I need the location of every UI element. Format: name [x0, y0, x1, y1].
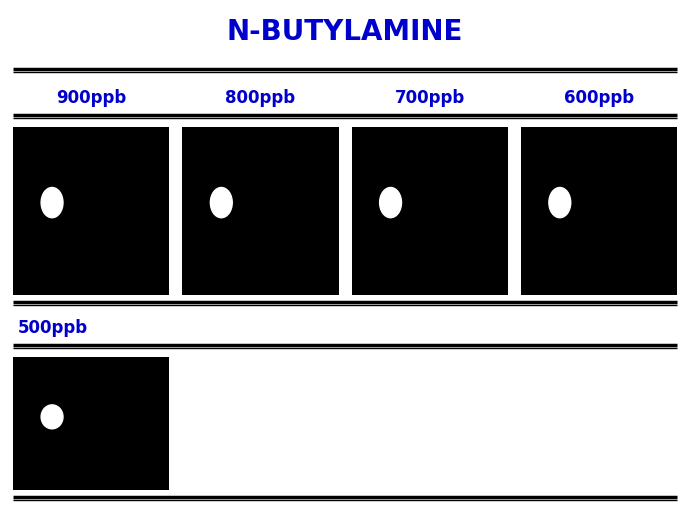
Ellipse shape — [549, 188, 571, 217]
Ellipse shape — [210, 188, 233, 217]
Bar — [351, 127, 508, 295]
Text: 600ppb: 600ppb — [564, 89, 634, 107]
Bar — [13, 127, 169, 295]
Ellipse shape — [41, 188, 63, 217]
Text: 900ppb: 900ppb — [56, 89, 126, 107]
Bar — [182, 127, 339, 295]
Text: N-BUTYLAMINE: N-BUTYLAMINE — [227, 18, 463, 46]
Text: 700ppb: 700ppb — [395, 89, 465, 107]
Ellipse shape — [41, 405, 63, 429]
Bar — [521, 127, 677, 295]
Ellipse shape — [380, 188, 402, 217]
Bar — [13, 357, 169, 490]
Text: 800ppb: 800ppb — [226, 89, 295, 107]
Text: 500ppb: 500ppb — [18, 319, 88, 337]
